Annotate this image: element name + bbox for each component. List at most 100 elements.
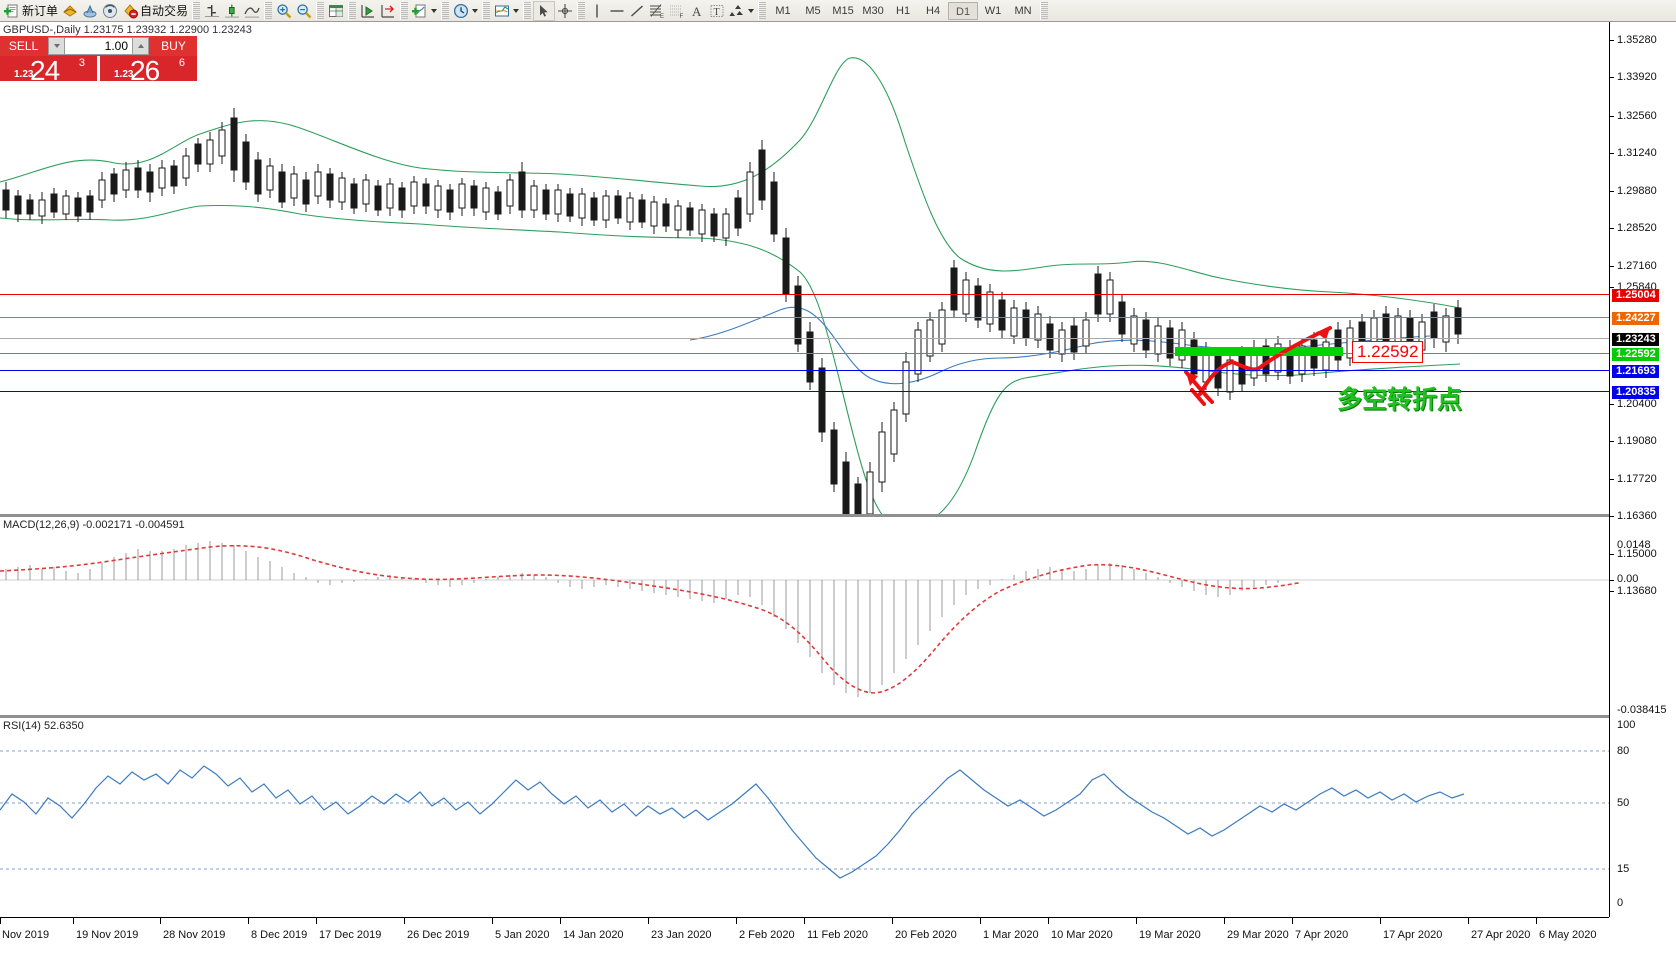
price-tick: 1.15000 xyxy=(1617,548,1657,560)
grid-button[interactable] xyxy=(326,1,346,21)
buy-price-display[interactable]: 1.23 26 6 xyxy=(100,56,197,81)
price-tick: 1.27160 xyxy=(1617,260,1657,272)
toolbar-separator xyxy=(348,1,357,20)
auto-scroll-icon xyxy=(360,3,376,19)
time-tick: 17 Apr 2020 xyxy=(1383,929,1443,941)
macd-label: MACD(12,26,9) -0.002171 -0.004591 xyxy=(3,519,185,531)
data-window-button[interactable] xyxy=(80,1,100,21)
chevron-down-icon[interactable] xyxy=(472,8,479,13)
templates-button[interactable] xyxy=(492,1,521,21)
text-label-icon: T xyxy=(709,3,725,19)
timeframe-mn[interactable]: MN xyxy=(1014,4,1032,17)
timeframe-m30[interactable]: M30 xyxy=(862,4,884,17)
autotrading-button[interactable]: 自动交易 xyxy=(120,1,190,21)
signals-button[interactable] xyxy=(100,1,120,21)
timeframe-w1[interactable]: W1 xyxy=(984,4,1002,17)
chart-area[interactable]: GBPUSD-,Daily 1.23175 1.23932 1.22900 1.… xyxy=(0,22,1676,962)
level-line-1-24227[interactable] xyxy=(0,317,1609,318)
toolbar-separator xyxy=(264,1,273,20)
level-tag-1-21693[interactable]: 1.21693 xyxy=(1612,365,1659,378)
level-line-1-21693[interactable] xyxy=(0,370,1609,371)
fibonacci-button[interactable]: E xyxy=(647,1,667,21)
text-icon: A xyxy=(689,3,705,19)
sell-button[interactable]: SELL xyxy=(0,36,47,56)
time-axis[interactable]: Nov 2019 19 Nov 2019 28 Nov 2019 8 Dec 2… xyxy=(0,917,1609,962)
line-chart-button[interactable] xyxy=(242,1,262,21)
autotrading-label: 自动交易 xyxy=(140,4,189,18)
volume-control[interactable]: 1.00 xyxy=(47,36,150,56)
chart-shift-icon xyxy=(380,3,396,19)
candlestick-chart-button[interactable] xyxy=(222,1,242,21)
vertical-line-button[interactable] xyxy=(587,1,607,21)
volume-increment-button[interactable] xyxy=(132,37,149,55)
chevron-up-icon xyxy=(137,44,144,48)
crosshair-button[interactable] xyxy=(555,1,575,21)
chevron-down-icon[interactable] xyxy=(748,8,755,13)
periods-button[interactable] xyxy=(451,1,480,21)
price-axis[interactable]: 1.35280 1.33920 1.32560 1.31240 1.29880 … xyxy=(1609,22,1676,917)
level-tag-1-22592[interactable]: 1.22592 xyxy=(1612,348,1659,361)
auto-scroll-button[interactable] xyxy=(358,1,378,21)
timeframe-m15[interactable]: M15 xyxy=(832,4,854,17)
fibonacci-fan-button[interactable]: F xyxy=(667,1,687,21)
level-tag-1-23243[interactable]: 1.23243 xyxy=(1612,333,1659,346)
rsi-tick: 50 xyxy=(1617,797,1630,809)
volume-decrement-button[interactable] xyxy=(48,37,65,55)
timeframe-h4[interactable]: H4 xyxy=(926,4,941,17)
indicators-icon xyxy=(412,3,428,19)
level-line-1-25004[interactable] xyxy=(0,294,1609,295)
one-click-trading-panel[interactable]: SELL 1.00 BUY 1.23 24 3 1.23 26 6 xyxy=(0,36,197,81)
zoom-in-button[interactable] xyxy=(274,1,294,21)
candlestick-chart-icon xyxy=(224,3,240,19)
timeframe-m1[interactable]: M1 xyxy=(775,4,791,17)
chevron-down-icon[interactable] xyxy=(513,8,520,13)
text-button[interactable]: A xyxy=(687,1,707,21)
horizontal-line-button[interactable] xyxy=(607,1,627,21)
volume-input[interactable]: 1.00 xyxy=(65,37,132,55)
pane-divider-rsi[interactable] xyxy=(0,715,1609,718)
macd-tick: -0.038415 xyxy=(1617,704,1667,716)
level-line-1-23243[interactable] xyxy=(0,338,1609,339)
sell-price-display[interactable]: 1.23 24 3 xyxy=(0,56,97,81)
level-tag-1-25004[interactable]: 1.25004 xyxy=(1612,289,1659,302)
timeframe-d1[interactable]: D1 xyxy=(948,1,979,20)
fibonacci-icon: E xyxy=(649,3,665,19)
rsi-label: RSI(14) 52.6350 xyxy=(3,720,84,732)
chart-shift-button[interactable] xyxy=(378,1,398,21)
timeframe-h1[interactable]: H1 xyxy=(896,4,911,17)
time-tick: 17 Dec 2019 xyxy=(319,929,382,941)
level-tag-1-20835[interactable]: 1.20835 xyxy=(1612,386,1659,399)
price-tick: 1.32560 xyxy=(1617,110,1657,122)
expert-advisors-button[interactable] xyxy=(60,1,80,21)
timeframe-m5[interactable]: M5 xyxy=(805,4,821,17)
level-line-1-20835[interactable] xyxy=(0,391,1609,392)
fibonacci-fan-icon: F xyxy=(669,3,685,19)
chevron-down-icon[interactable] xyxy=(431,8,438,13)
time-tick: 5 Jan 2020 xyxy=(495,929,550,941)
indicators-button[interactable] xyxy=(410,1,439,21)
sell-price-fraction: 3 xyxy=(78,57,85,69)
toolbar-separator xyxy=(316,1,325,20)
macd-tick: 0.0148 xyxy=(1617,539,1651,551)
chevron-down-icon xyxy=(53,44,60,48)
zoom-out-icon xyxy=(296,3,312,19)
bar-chart-button[interactable] xyxy=(202,1,222,21)
rsi-tick: 100 xyxy=(1617,719,1636,731)
new-order-button[interactable]: 新订单 xyxy=(2,1,60,21)
zoom-out-button[interactable] xyxy=(294,1,314,21)
time-tick: 19 Mar 2020 xyxy=(1139,929,1201,941)
text-label-button[interactable]: T xyxy=(707,1,727,21)
buy-button[interactable]: BUY xyxy=(150,36,197,56)
cursor-button[interactable] xyxy=(533,0,556,21)
chinese-note-annotation[interactable]: 多空转折点 xyxy=(1337,385,1463,414)
pane-divider-macd[interactable] xyxy=(0,514,1609,517)
price-tick: 1.29880 xyxy=(1617,185,1657,197)
trendline-button[interactable] xyxy=(627,1,647,21)
time-tick: 11 Feb 2020 xyxy=(807,929,868,941)
shapes-button[interactable] xyxy=(727,1,756,21)
price-callout-annotation[interactable]: 1.22592 xyxy=(1352,341,1424,363)
toolbar-separator xyxy=(577,1,586,20)
level-tag-1-24227[interactable]: 1.24227 xyxy=(1612,312,1659,325)
level-line-1-22592[interactable] xyxy=(0,353,1609,354)
